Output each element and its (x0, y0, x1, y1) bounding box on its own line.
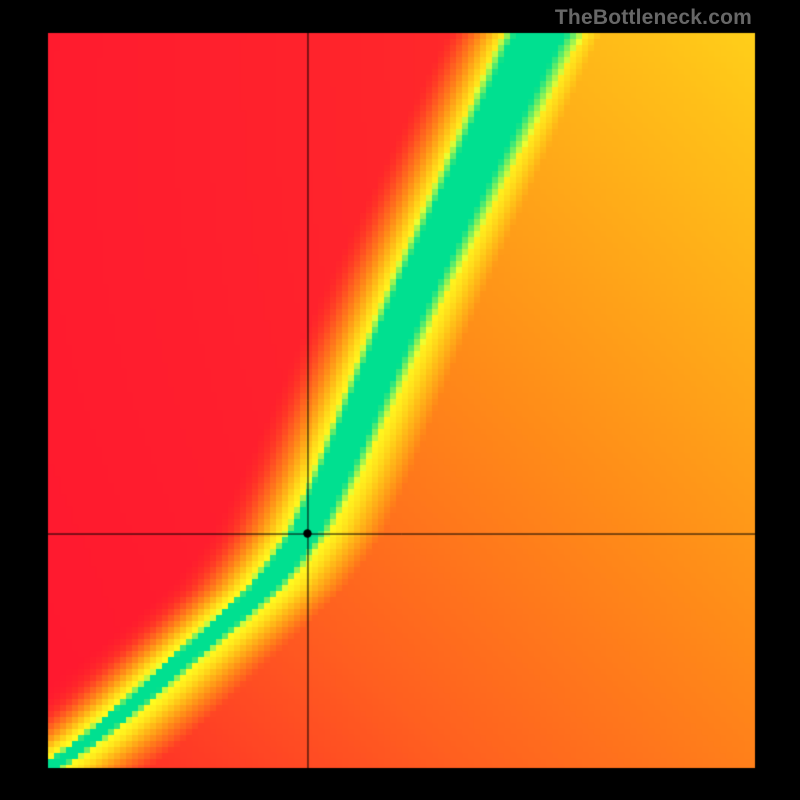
heatmap-canvas (0, 0, 800, 800)
watermark-text: TheBottleneck.com (555, 6, 752, 30)
chart-container: TheBottleneck.com (0, 0, 800, 800)
